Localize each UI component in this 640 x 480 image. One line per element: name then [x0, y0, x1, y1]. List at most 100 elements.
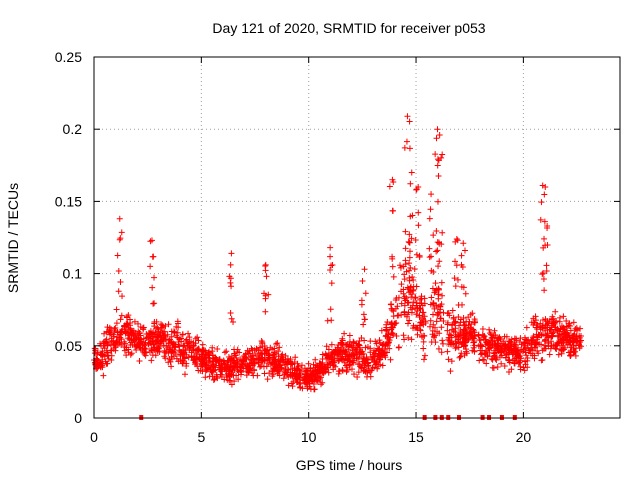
- data-point: [276, 344, 283, 351]
- data-point: [431, 289, 438, 296]
- data-point: [358, 365, 365, 372]
- data-point: [155, 345, 162, 352]
- data-point: [572, 335, 579, 342]
- data-point: [161, 328, 168, 335]
- data-point: [355, 342, 362, 349]
- data-point: [327, 253, 334, 260]
- data-point: [105, 355, 112, 362]
- data-point: [361, 337, 368, 344]
- data-point: [362, 359, 369, 366]
- data-point: [436, 258, 443, 265]
- data-point: [262, 295, 269, 302]
- data-point: [501, 343, 508, 350]
- data-point: [289, 370, 296, 377]
- data-point: [452, 258, 459, 265]
- data-point: [262, 354, 269, 361]
- data-point: [206, 373, 213, 380]
- data-point: [294, 366, 301, 373]
- data-point: [567, 351, 574, 358]
- data-point: [438, 154, 445, 161]
- data-point: [102, 340, 109, 347]
- data-point: [376, 356, 383, 363]
- data-point: [361, 266, 368, 273]
- data-point: [407, 180, 414, 187]
- data-point: [180, 350, 187, 357]
- data-point: [151, 347, 158, 354]
- data-point: [533, 324, 540, 331]
- y-tick-label: 0.15: [55, 193, 82, 209]
- data-point: [389, 207, 396, 214]
- data-point: [163, 343, 170, 350]
- data-point: [343, 351, 350, 358]
- data-point: [284, 371, 291, 378]
- data-point: [461, 247, 468, 254]
- data-point: [534, 334, 541, 341]
- data-point: [182, 337, 189, 344]
- data-point: [535, 350, 542, 357]
- data-point: [160, 329, 167, 336]
- data-point: [563, 318, 570, 325]
- data-point: [165, 339, 172, 346]
- data-point: [179, 331, 186, 338]
- data-point: [284, 359, 291, 366]
- data-point: [566, 320, 573, 327]
- data-point: [328, 280, 335, 287]
- data-point: [448, 358, 455, 365]
- data-point: [514, 351, 521, 358]
- data-point: [271, 345, 278, 352]
- data-point: [240, 365, 247, 372]
- data-point: [528, 319, 535, 326]
- data-point: [324, 354, 331, 361]
- data-point: [171, 329, 178, 336]
- data-point: [168, 333, 175, 340]
- data-point: [523, 352, 530, 359]
- data-point: [469, 310, 476, 317]
- data-point: [485, 345, 492, 352]
- data-point: [480, 332, 487, 339]
- data-point: [148, 347, 155, 354]
- data-point: [408, 169, 415, 176]
- data-point: [136, 340, 143, 347]
- data-point: [349, 344, 356, 351]
- data-point: [476, 336, 483, 343]
- data-point: [501, 333, 508, 340]
- data-point: [383, 340, 390, 347]
- data-point: [413, 311, 420, 318]
- data-point: [209, 348, 216, 355]
- data-point: [269, 354, 276, 361]
- data-point: [135, 320, 142, 327]
- data-point: [91, 350, 98, 357]
- data-point: [567, 327, 574, 334]
- data-point: [408, 336, 415, 343]
- data-point: [451, 319, 458, 326]
- data-point: [403, 268, 410, 275]
- data-point: [398, 300, 405, 307]
- data-point: [410, 283, 417, 290]
- data-point: [578, 343, 585, 350]
- y-tick-label: 0.25: [55, 49, 82, 65]
- chart-title: Day 121 of 2020, SRMTID for receiver p05…: [212, 20, 485, 36]
- data-point: [118, 312, 125, 319]
- data-point: [495, 347, 502, 354]
- data-point: [164, 331, 171, 338]
- data-point: [434, 247, 441, 254]
- data-point: [95, 361, 102, 368]
- data-point: [458, 350, 465, 357]
- data-point: [201, 363, 208, 370]
- data-point: [175, 338, 182, 345]
- data-point: [414, 308, 421, 315]
- data-point: [157, 321, 164, 328]
- data-point: [453, 235, 460, 242]
- data-point: [225, 366, 232, 373]
- data-point: [206, 357, 213, 364]
- data-point: [235, 368, 242, 375]
- data-point: [343, 368, 350, 375]
- data-point: [446, 331, 453, 338]
- data-point: [439, 292, 446, 299]
- data-point: [538, 199, 545, 206]
- data-point: [405, 309, 412, 316]
- data-point: [249, 352, 256, 359]
- y-tick-label: 0.1: [63, 266, 83, 282]
- data-point: [531, 341, 538, 348]
- data-point: [505, 351, 512, 358]
